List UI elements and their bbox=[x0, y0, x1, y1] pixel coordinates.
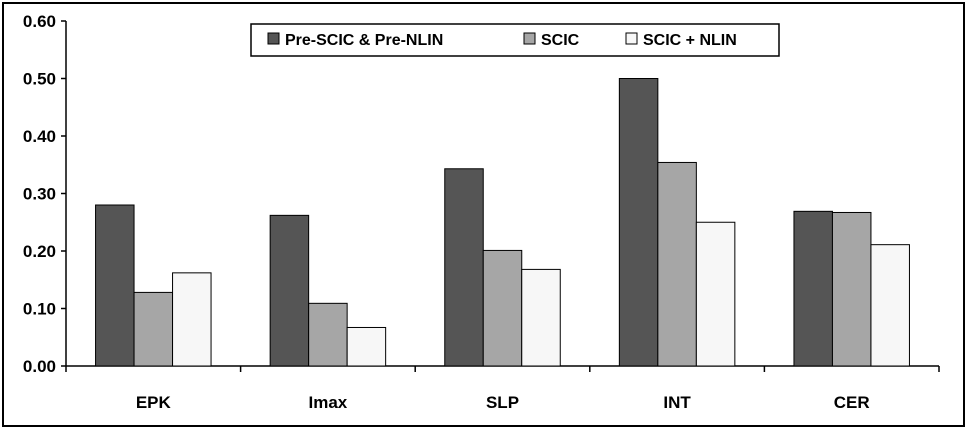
y-axis: 0.00 0.10 0.20 0.30 0.40 0.50 0.60 bbox=[23, 12, 67, 376]
bar-int-series-0 bbox=[618, 78, 659, 367]
legend-label-pre-scic: Pre-SCIC & Pre-NLIN bbox=[285, 32, 443, 49]
bar-slp-series-1 bbox=[482, 249, 523, 367]
y-tick-label: 0.60 bbox=[23, 12, 56, 31]
x-tick-label: EPK bbox=[136, 393, 172, 412]
bar-epk-series-2 bbox=[172, 272, 212, 367]
y-tick-label: 0.40 bbox=[23, 127, 56, 146]
x-axis: EPK Imax SLP INT CER bbox=[65, 365, 940, 412]
y-tick-label: 0.50 bbox=[23, 70, 56, 89]
x-tick-label: Imax bbox=[309, 393, 348, 412]
bar-slp-series-0 bbox=[444, 168, 484, 367]
bar-imax-series-0 bbox=[269, 214, 310, 367]
bar-int-series-2 bbox=[695, 221, 736, 367]
bar-cer-series-1 bbox=[831, 211, 872, 367]
bar-slp-series-2 bbox=[521, 268, 561, 367]
legend-label-scic: SCIC bbox=[541, 32, 580, 49]
bar-epk-series-0 bbox=[95, 204, 135, 367]
y-tick-label: 0.20 bbox=[23, 242, 56, 261]
bar-imax-series-1 bbox=[308, 302, 348, 367]
bar-imax-series-2 bbox=[346, 326, 387, 367]
x-tick-label: CER bbox=[834, 393, 870, 412]
legend-swatch-scic bbox=[523, 32, 536, 45]
legend: Pre-SCIC & Pre-NLIN SCIC SCIC + NLIN bbox=[250, 23, 780, 57]
legend-label-scic-nlin: SCIC + NLIN bbox=[643, 32, 737, 49]
x-tick-label: SLP bbox=[486, 393, 519, 412]
y-tick-label: 0.10 bbox=[23, 300, 56, 319]
bar-cer-series-2 bbox=[870, 244, 910, 367]
legend-box bbox=[250, 23, 780, 57]
legend-swatch-scic-nlin bbox=[625, 32, 638, 45]
y-tick-label: 0.00 bbox=[23, 357, 56, 376]
y-tick-label: 0.30 bbox=[23, 185, 56, 204]
bar-epk-series-1 bbox=[133, 291, 174, 367]
legend-swatch-pre-scic bbox=[267, 32, 280, 45]
bar-int-series-1 bbox=[657, 161, 697, 367]
bars bbox=[95, 78, 910, 367]
bar-cer-series-0 bbox=[793, 210, 833, 367]
x-tick-label: INT bbox=[663, 393, 691, 412]
